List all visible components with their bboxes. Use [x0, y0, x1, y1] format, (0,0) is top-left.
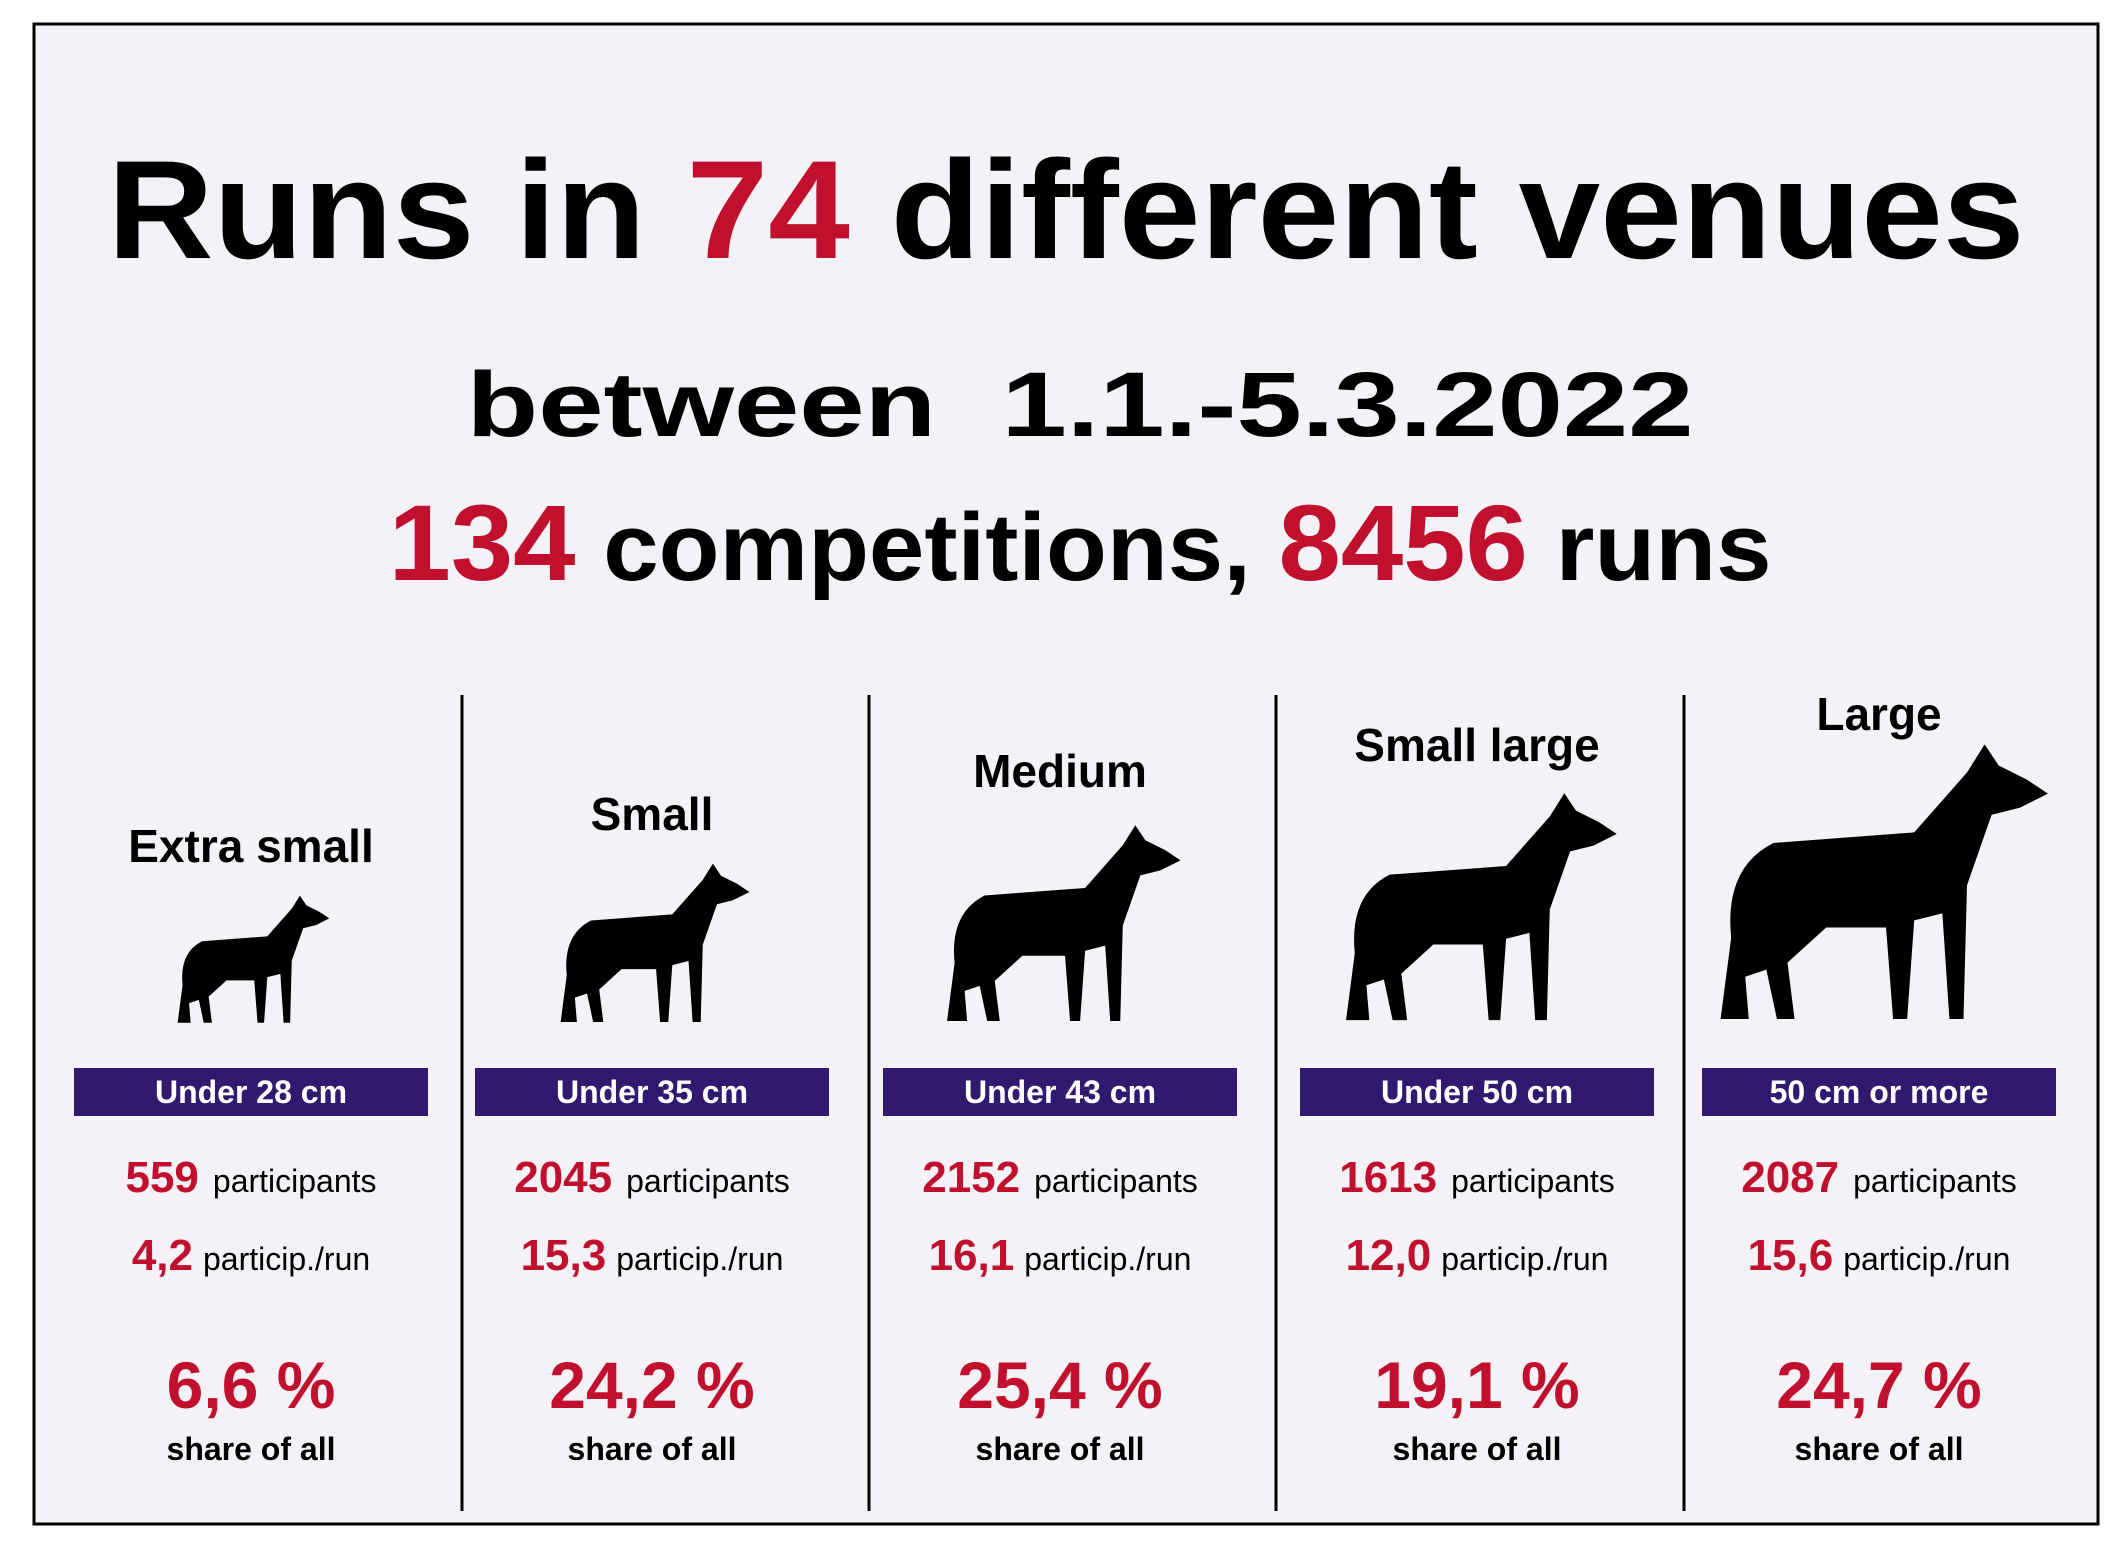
- participants-value: 1613: [1339, 1153, 1437, 1202]
- summary-text: runs: [1556, 494, 1772, 601]
- share-label: share of all: [167, 1431, 336, 1467]
- size-range: Under 43 cm: [964, 1074, 1156, 1110]
- summary-number: 134: [389, 482, 576, 603]
- participants-line: 2087 participants: [1741, 1153, 2017, 1202]
- size-range: 50 cm or more: [1770, 1074, 1989, 1110]
- share-label: share of all: [1795, 1431, 1964, 1467]
- participants-label: participants: [1451, 1163, 1615, 1199]
- size-name: Small: [591, 788, 714, 840]
- size-name: Large: [1816, 688, 1941, 740]
- size-band: [74, 1068, 428, 1116]
- share-label: share of all: [1393, 1431, 1562, 1467]
- per-run-value: 15,6: [1748, 1231, 1834, 1280]
- size-range: Under 35 cm: [556, 1074, 748, 1110]
- share-label: share of all: [976, 1431, 1145, 1467]
- per-run-label: particip./run: [203, 1241, 370, 1277]
- summary-number: 8456: [1279, 482, 1528, 603]
- per-run-value: 16,1: [929, 1231, 1015, 1280]
- share-value: 25,4 %: [957, 1348, 1162, 1422]
- per-run-line: 12,0 particip./run: [1346, 1231, 1609, 1280]
- title-part: Runs in: [108, 131, 646, 288]
- per-run-line: 15,3 particip./run: [521, 1231, 784, 1280]
- per-run-value: 4,2: [132, 1231, 193, 1280]
- per-run-value: 15,3: [521, 1231, 607, 1280]
- size-band: [475, 1068, 829, 1116]
- participants-value: 559: [125, 1153, 198, 1202]
- size-range: Under 28 cm: [155, 1074, 347, 1110]
- per-run-line: 15,6 particip./run: [1748, 1231, 2011, 1280]
- per-run-line: 4,2 particip./run: [132, 1231, 370, 1280]
- per-run-value: 12,0: [1346, 1231, 1432, 1280]
- participants-value: 2045: [514, 1153, 612, 1202]
- per-run-label: particip./run: [1024, 1241, 1191, 1277]
- per-run-label: particip./run: [1843, 1241, 2010, 1277]
- subtitle: between 1.1.-5.3.2022: [467, 354, 1694, 456]
- size-name: Small large: [1354, 719, 1599, 771]
- size-band: [1300, 1068, 1654, 1116]
- per-run-line: 16,1 particip./run: [929, 1231, 1192, 1280]
- frame: [32, 22, 2100, 1526]
- share-value: 24,2 %: [549, 1348, 754, 1422]
- share-value: 19,1 %: [1374, 1348, 1579, 1422]
- size-range: Under 50 cm: [1381, 1074, 1573, 1110]
- share-value: 6,6 %: [167, 1348, 336, 1422]
- size-band: [1702, 1068, 2056, 1116]
- participants-line: 1613 participants: [1339, 1153, 1615, 1202]
- size-band: [883, 1068, 1237, 1116]
- title-number: 74: [687, 131, 850, 288]
- participants-line: 2152 participants: [922, 1153, 1198, 1202]
- per-run-label: particip./run: [616, 1241, 783, 1277]
- participants-label: participants: [1853, 1163, 2017, 1199]
- size-name: Medium: [973, 745, 1147, 797]
- participants-label: participants: [213, 1163, 377, 1199]
- summary: 134 competitions, 8456 runs: [389, 482, 1772, 603]
- share-value: 24,7 %: [1776, 1348, 1981, 1422]
- participants-label: participants: [1034, 1163, 1198, 1199]
- columns: Extra small Under 28 cm 559 participants 4,2…: [74, 688, 2056, 1511]
- summary-text: competitions,: [603, 494, 1251, 601]
- title-part: different venues: [891, 131, 2025, 288]
- participants-value: 2152: [922, 1153, 1020, 1202]
- participants-label: participants: [626, 1163, 790, 1199]
- participants-line: 2045 participants: [514, 1153, 790, 1202]
- participants-line: 559 participants: [125, 1153, 376, 1202]
- participants-value: 2087: [1741, 1153, 1839, 1202]
- share-label: share of all: [568, 1431, 737, 1467]
- title: Runs in 74 different venues: [108, 131, 2025, 288]
- size-name: Extra small: [128, 820, 373, 872]
- per-run-label: particip./run: [1441, 1241, 1608, 1277]
